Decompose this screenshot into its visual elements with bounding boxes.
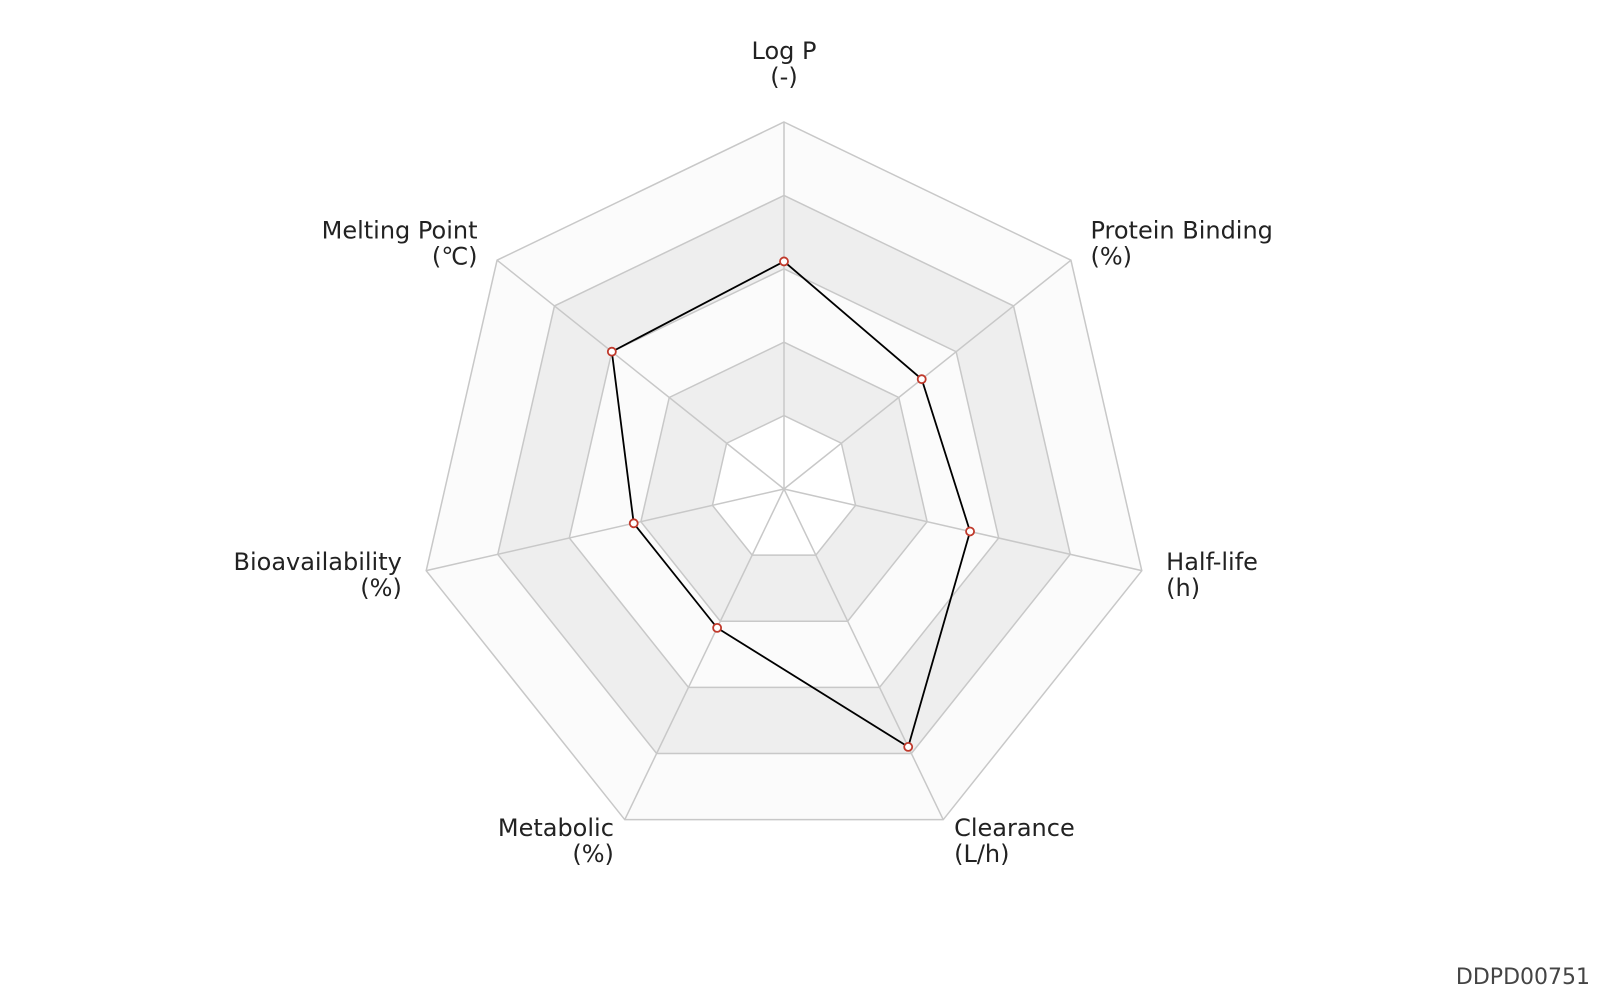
- data-point: [916, 374, 927, 385]
- axis-unit: (-): [770, 63, 797, 91]
- axis-unit: (%): [360, 574, 402, 602]
- data-point: [606, 346, 617, 357]
- axis-line: [496, 259, 785, 490]
- data-point: [965, 526, 975, 537]
- axis-line: [783, 488, 944, 820]
- axis-line: [426, 488, 785, 572]
- axis-label: Melting Point: [322, 217, 478, 245]
- series-line: [610, 260, 971, 749]
- axis-label: Clearance: [954, 814, 1075, 842]
- axis-line: [783, 488, 1142, 572]
- axis-label: Bioavailability: [234, 548, 402, 576]
- data-point: [903, 742, 914, 752]
- axis-label: Half-life: [1166, 548, 1258, 576]
- axis-unit: (L/h): [954, 840, 1009, 868]
- axis-label: Log P: [752, 37, 817, 65]
- axis-label: Metabolic: [498, 814, 614, 842]
- axis-label: Protein Binding: [1090, 217, 1272, 245]
- data-point: [779, 256, 789, 267]
- watermark: DDPD00751: [1456, 965, 1590, 990]
- axis-unit: (h): [1166, 574, 1200, 602]
- axis-unit: (%): [1090, 243, 1132, 271]
- axis-line: [624, 488, 785, 820]
- data-point: [712, 622, 723, 633]
- axis-line: [783, 259, 1072, 490]
- axis-unit: (℃): [432, 243, 478, 271]
- data-point: [628, 518, 639, 529]
- axis-unit: (%): [572, 840, 614, 868]
